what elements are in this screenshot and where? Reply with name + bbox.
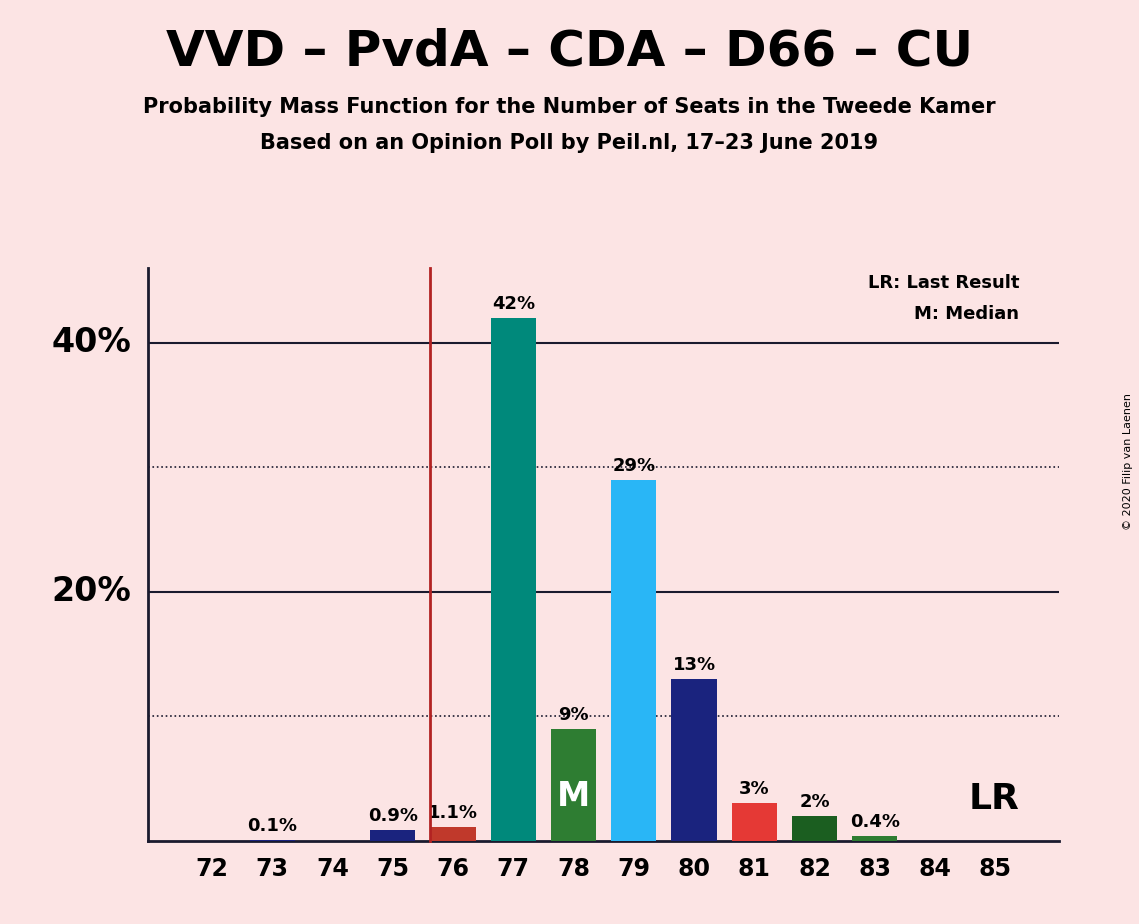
Text: 13%: 13% <box>672 656 715 674</box>
Text: © 2020 Filip van Laenen: © 2020 Filip van Laenen <box>1123 394 1133 530</box>
Bar <box>852 836 898 841</box>
Bar <box>672 679 716 841</box>
Text: 0.4%: 0.4% <box>850 813 900 831</box>
Text: 42%: 42% <box>492 295 535 313</box>
Text: 2%: 2% <box>800 793 830 811</box>
Text: LR: Last Result: LR: Last Result <box>868 274 1019 292</box>
Text: LR: LR <box>968 782 1019 816</box>
Bar <box>431 827 476 841</box>
Text: 3%: 3% <box>739 781 770 798</box>
Text: M: M <box>557 780 590 812</box>
Text: 0.9%: 0.9% <box>368 807 418 824</box>
Bar <box>612 480 656 841</box>
Text: Based on an Opinion Poll by Peil.nl, 17–23 June 2019: Based on an Opinion Poll by Peil.nl, 17–… <box>261 133 878 153</box>
Bar <box>370 830 416 841</box>
Text: Probability Mass Function for the Number of Seats in the Tweede Kamer: Probability Mass Function for the Number… <box>144 97 995 117</box>
Bar <box>731 804 777 841</box>
Text: M: Median: M: Median <box>915 305 1019 323</box>
Text: VVD – PvdA – CDA – D66 – CU: VVD – PvdA – CDA – D66 – CU <box>166 28 973 76</box>
Text: 0.1%: 0.1% <box>247 817 297 834</box>
Bar <box>491 318 535 841</box>
Text: 9%: 9% <box>558 706 589 723</box>
Bar <box>551 729 596 841</box>
Bar <box>792 816 837 841</box>
Text: 20%: 20% <box>51 576 131 608</box>
Bar <box>249 840 295 841</box>
Text: 40%: 40% <box>51 326 131 359</box>
Text: 29%: 29% <box>613 456 655 475</box>
Text: 1.1%: 1.1% <box>428 804 478 822</box>
